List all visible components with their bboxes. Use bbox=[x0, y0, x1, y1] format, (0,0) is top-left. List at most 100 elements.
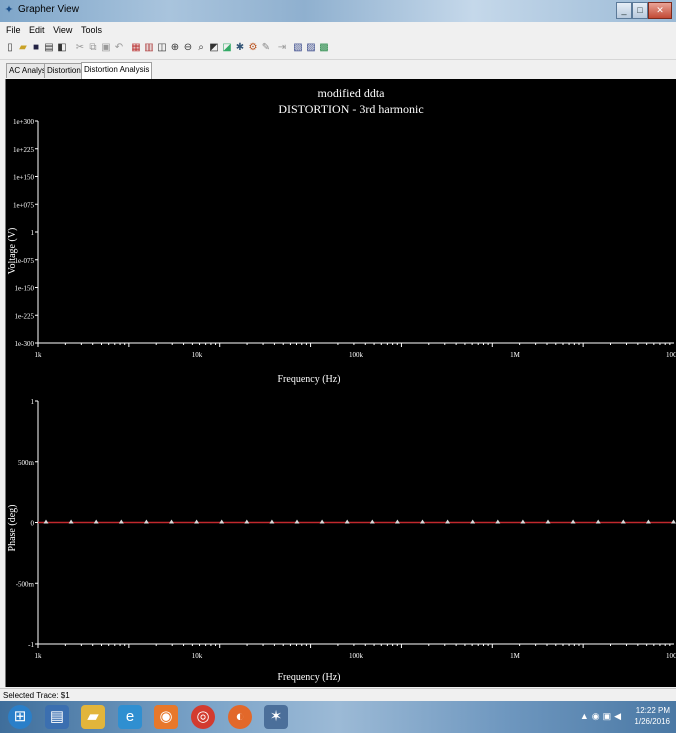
zoom-area-icon[interactable]: ⌕ bbox=[198, 42, 204, 53]
taskbar-media-icon[interactable]: ◉ bbox=[154, 705, 178, 729]
phase-axes: 1 500m 0 -500m -11k 10k 100k 1M 10G bbox=[16, 398, 676, 660]
undo-icon[interactable]: ↶ bbox=[114, 42, 124, 53]
voltage-ytick-label: 1 bbox=[31, 229, 35, 237]
cut-icon[interactable]: ✂ bbox=[75, 42, 85, 53]
plot-subtitle: DISTORTION - 3rd harmonic bbox=[278, 102, 423, 116]
clear-icon[interactable]: ✎ bbox=[261, 42, 271, 53]
mathcad-icon[interactable]: ▨ bbox=[306, 42, 316, 53]
taskbar-folder-icon[interactable]: ▰ bbox=[81, 705, 105, 729]
title-bar: ✦ Grapher View _ □ ✕ bbox=[0, 0, 676, 22]
grid-icon[interactable]: ▦ bbox=[131, 42, 141, 53]
phase-trace-marker bbox=[143, 519, 149, 524]
window-title: Grapher View bbox=[18, 4, 79, 15]
zoom-out-icon[interactable]: ⊖ bbox=[183, 42, 193, 53]
phase-trace-marker bbox=[495, 519, 501, 524]
voltage-xtick-label: 1M bbox=[510, 351, 521, 359]
phase-trace-marker bbox=[671, 519, 676, 524]
plot-svg[interactable]: 1e+300 1e+225 1e+150 1e+075 1 1e-075 1e-150 1e-… bbox=[6, 79, 676, 687]
bottom-xaxis-label: Frequency (Hz) bbox=[277, 672, 340, 683]
phase-trace-marker bbox=[319, 519, 325, 524]
overlay-icon[interactable]: ✱ bbox=[235, 42, 245, 53]
minimize-button[interactable]: _ bbox=[616, 2, 632, 19]
new-file-icon[interactable]: ▯ bbox=[7, 42, 13, 53]
status-bar: Selected Trace: $1 bbox=[0, 688, 676, 702]
excel-icon[interactable]: ▧ bbox=[293, 42, 303, 53]
zoom-in-icon[interactable]: ⊕ bbox=[170, 42, 180, 53]
taskbar-clock[interactable]: 12:22 PM 1/26/2016 bbox=[634, 705, 670, 729]
phase-xtick-label: 1k bbox=[35, 652, 43, 660]
paste-icon[interactable]: ▣ bbox=[101, 42, 111, 53]
menu-bar: File Edit View Tools bbox=[0, 23, 676, 38]
voltage-ytick-label: 1e+225 bbox=[13, 146, 35, 154]
properties-icon[interactable]: ⚙ bbox=[248, 42, 258, 53]
taskbar-explorer-icon[interactable]: ▤ bbox=[45, 705, 69, 729]
phase-trace-marker bbox=[420, 519, 425, 524]
voltage-axes: 1e+300 1e+225 1e+150 1e+075 1 1e-075 1e-150 1e-… bbox=[13, 118, 676, 359]
toggle-background-icon[interactable]: ◪ bbox=[222, 42, 232, 53]
phase-xtick-label: 100k bbox=[349, 652, 364, 660]
menu-tools[interactable]: Tools bbox=[80, 25, 102, 35]
bottom-yaxis-label: Phase (deg) bbox=[7, 505, 18, 552]
close-button[interactable]: ✕ bbox=[648, 2, 672, 19]
top-xaxis-label: Frequency (Hz) bbox=[277, 374, 340, 385]
phase-xtick-label: 1M bbox=[510, 652, 521, 660]
phase-trace-marker bbox=[570, 519, 576, 524]
menu-file[interactable]: File bbox=[6, 25, 21, 35]
print-preview-icon[interactable]: ◧ bbox=[57, 42, 67, 53]
phase-xtick-label: 10k bbox=[192, 652, 203, 660]
phase-trace-marker bbox=[545, 519, 551, 524]
phase-trace-marker bbox=[194, 519, 200, 524]
plot-title: modified ddta bbox=[318, 86, 386, 100]
phase-trace-marker bbox=[169, 519, 174, 524]
phase-xtick-label: 10G bbox=[666, 652, 676, 660]
voltage-ytick-label: 1e-150 bbox=[15, 285, 35, 293]
phase-trace-marker bbox=[445, 519, 451, 524]
phase-trace-marker bbox=[269, 519, 275, 524]
taskbar-edge-icon[interactable]: e bbox=[118, 705, 142, 729]
phase-trace-marker bbox=[118, 519, 124, 524]
phase-trace-marker bbox=[43, 519, 49, 524]
phase-trace-marker bbox=[620, 519, 626, 524]
start-button-icon[interactable]: ⊞ bbox=[8, 705, 32, 729]
phase-ytick-label: 500m bbox=[18, 459, 35, 467]
voltage-xtick-label: 10k bbox=[192, 351, 203, 359]
voltage-xtick-label: 100k bbox=[349, 351, 364, 359]
phase-trace-marker bbox=[645, 519, 651, 524]
menu-view[interactable]: View bbox=[53, 25, 73, 35]
maximize-button[interactable]: □ bbox=[632, 2, 648, 19]
clock-date: 1/26/2016 bbox=[634, 717, 670, 726]
phase-trace-marker bbox=[219, 519, 225, 524]
export-icon[interactable]: ⇥ bbox=[277, 42, 287, 53]
graph-area[interactable]: 1e+300 1e+225 1e+150 1e+075 1 1e-075 1e-150 1e-… bbox=[5, 79, 676, 687]
save-icon[interactable]: ■ bbox=[32, 42, 40, 53]
grapher-app-icon: ✦ bbox=[4, 4, 14, 16]
print-icon[interactable]: ▤ bbox=[44, 42, 54, 53]
phase-trace-marker bbox=[244, 519, 250, 524]
taskbar-firefox-icon[interactable]: ◐ bbox=[228, 705, 252, 729]
legend-icon[interactable]: ▥ bbox=[144, 42, 154, 53]
zoom-full-icon[interactable]: ◩ bbox=[209, 42, 219, 53]
phase-trace-marker bbox=[294, 519, 300, 524]
phase-trace-marker bbox=[470, 519, 476, 524]
voltage-ytick-label: 1e+075 bbox=[13, 201, 35, 209]
system-tray-icons[interactable]: ▲◉▣◀ bbox=[579, 711, 624, 721]
taskbar-multisim-icon[interactable]: ✶ bbox=[264, 705, 288, 729]
phase-trace-marker bbox=[520, 519, 526, 524]
taskbar-chrome-icon[interactable]: ◎ bbox=[191, 705, 215, 729]
phase-trace-marker bbox=[394, 519, 400, 524]
copy-icon[interactable]: ⧉ bbox=[89, 42, 97, 53]
phase-trace-marker bbox=[595, 519, 601, 524]
cursor-icon[interactable]: ◫ bbox=[157, 42, 167, 53]
phase-trace-marker bbox=[68, 519, 74, 524]
phase-trace[interactable] bbox=[38, 519, 676, 524]
tab-distortion-analysis-2[interactable]: Distortion Analysis bbox=[81, 62, 153, 79]
taskbar: ⊞ ▤ ▰ e ◉ ◎ ◐ ✶ ▲◉▣◀ 12:22 PM 1/26/2016 bbox=[0, 701, 676, 733]
phase-ytick-label: 0 bbox=[31, 520, 35, 528]
lvm-icon[interactable]: ▩ bbox=[319, 42, 329, 53]
open-folder-icon[interactable]: ▰ bbox=[19, 42, 27, 53]
phase-ytick-label: -500m bbox=[16, 580, 35, 588]
phase-trace-marker bbox=[93, 519, 99, 524]
menu-edit[interactable]: Edit bbox=[29, 25, 45, 35]
clock-time: 12:22 PM bbox=[635, 706, 670, 715]
status-text: Selected Trace: $1 bbox=[3, 691, 70, 700]
